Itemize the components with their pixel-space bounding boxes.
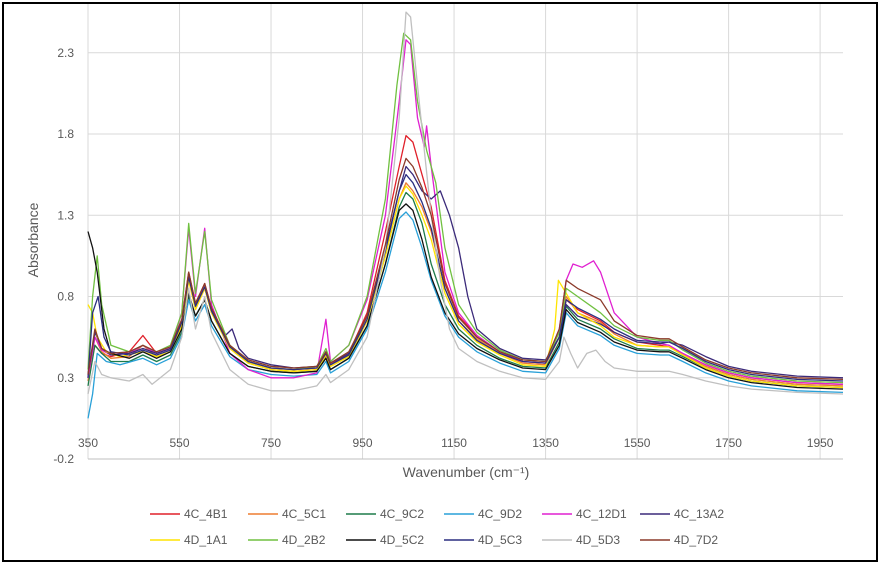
x-tick-label: 550: [169, 436, 189, 450]
legend-entry: 4C_13A2: [640, 507, 724, 521]
series-line-4C_12D1: [87, 39, 844, 385]
legend-label: 4D_2B2: [282, 533, 326, 547]
legend-entry: 4C_12D1: [542, 507, 627, 521]
legend-label: 4C_12D1: [576, 507, 627, 521]
series-line-4C_4B1: [87, 134, 844, 385]
y-axis-title: Absorbance: [25, 202, 41, 277]
legend-label: 4C_13A2: [674, 507, 724, 521]
legend-entry: 4C_9C2: [346, 507, 424, 521]
legend-entry: 4D_1A1: [150, 533, 228, 547]
legend-label: 4C_4B1: [184, 507, 228, 521]
y-tick-label: 2.3: [57, 46, 74, 60]
x-axis-tick-labels: 350 550 750 950 1150 1350 1550 1750 1950: [78, 436, 834, 450]
legend-entry: 4D_5D3: [542, 533, 620, 547]
series-line-4C_9C2: [87, 191, 844, 389]
legend-label: 4D_5C2: [380, 533, 424, 547]
legend-label: 4D_5C3: [478, 533, 522, 547]
y-tick-label: -0.2: [53, 452, 74, 466]
y-axis-tick-labels: -0.2 0.3 0.8 1.3 1.8 2.3: [53, 46, 74, 466]
grid-lines: [87, 4, 843, 460]
legend: 4C_4B1 4C_5C1 4C_9C2 4C_9D2 4C_12D1 4C_13A2 4D…: [150, 507, 724, 547]
x-tick-label: 950: [353, 436, 373, 450]
series-line-4D_2B2: [87, 32, 844, 384]
x-tick-label: 1150: [441, 436, 467, 450]
legend-entry: 4D_5C2: [346, 533, 424, 547]
legend-entry: 4C_5C1: [248, 507, 326, 521]
series-line-4D_5D3: [87, 11, 844, 395]
legend-label: 4D_1A1: [184, 533, 228, 547]
x-tick-label: 1750: [715, 436, 742, 450]
legend-entry: 4D_7D2: [640, 533, 718, 547]
x-tick-label: 350: [78, 436, 98, 450]
x-tick-label: 1550: [624, 436, 651, 450]
x-axis-title: Wavenumber (cm⁻¹): [403, 464, 530, 480]
y-tick-label: 0.3: [57, 371, 74, 385]
legend-label: 4C_5C1: [282, 507, 326, 521]
x-tick-label: 1950: [807, 436, 834, 450]
series-line-4C_13A2: [87, 165, 844, 379]
legend-label: 4D_5D3: [576, 533, 620, 547]
x-tick-label: 1350: [532, 436, 559, 450]
series-line-4D_5C2: [87, 203, 844, 390]
legend-label: 4D_7D2: [674, 533, 718, 547]
legend-label: 4C_9D2: [478, 507, 522, 521]
legend-entry: 4C_9D2: [444, 507, 522, 521]
y-tick-label: 0.8: [57, 290, 74, 304]
series-line-4D_7D2: [87, 157, 844, 381]
y-tick-label: 1.3: [57, 208, 74, 222]
x-tick-label: 750: [261, 436, 281, 450]
series-line-4C_9D2: [87, 211, 844, 419]
legend-entry: 4C_4B1: [150, 507, 228, 521]
legend-label: 4C_9C2: [380, 507, 424, 521]
legend-entry: 4D_2B2: [248, 533, 326, 547]
y-tick-label: 1.8: [57, 127, 74, 141]
series-line-4D_5C3: [87, 173, 844, 382]
legend-entry: 4D_5C3: [444, 533, 522, 547]
series-lines: [87, 11, 844, 419]
